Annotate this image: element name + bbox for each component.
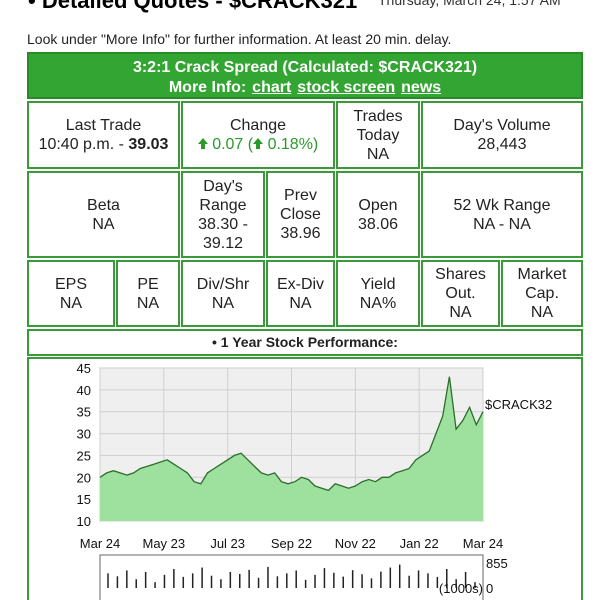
up-arrow [197, 138, 208, 149]
label: Beta [87, 196, 120, 214]
value: NA% [359, 294, 397, 312]
label: Last Trade [65, 117, 142, 134]
label: Change [229, 117, 287, 134]
y-tick-label: 30 [77, 427, 91, 442]
y-tick-label: 45 [77, 361, 91, 376]
x-tick-label: Mar 24 [80, 536, 120, 551]
y-tick-label: 35 [77, 405, 91, 420]
page-title: • Detailed Quotes - $CRACK321 [28, 0, 358, 13]
paren: ( [247, 136, 254, 153]
chart-box [27, 357, 583, 600]
price: 39.03 [128, 136, 169, 153]
series-label: $CRACK32 [485, 397, 552, 412]
value: NA [136, 294, 160, 312]
line [99, 376, 484, 492]
label: Prev Close [280, 187, 321, 223]
volume-box [99, 554, 484, 600]
volume-tick-label: 0 [486, 581, 493, 596]
cell: EPS NA [27, 260, 115, 327]
value: NA [366, 145, 390, 163]
value: NA [289, 294, 312, 312]
link[interactable]: chart [252, 79, 292, 96]
value: NA [211, 294, 235, 312]
cell: Beta NA [27, 171, 180, 258]
label: Div/Shr [196, 275, 250, 293]
value: NA - NA [473, 215, 531, 233]
cell: Open 38.06 [336, 171, 420, 258]
quote-header: 3:2:1 Crack Spread (Calculated: $CRACK32… [27, 52, 583, 99]
change: 0.07 [212, 136, 244, 153]
value: 28,443 [477, 136, 527, 153]
y-tick-label: 20 [77, 470, 91, 485]
more-info-label: More Info: [168, 79, 247, 96]
y-tick-label: 15 [77, 492, 91, 507]
label: Trades Today [353, 107, 403, 144]
area [100, 376, 483, 521]
value: NA [530, 304, 554, 321]
value: NA [59, 294, 83, 312]
label: Ex-Div [276, 275, 325, 293]
value: NA [92, 215, 115, 233]
label: Shares Out. [435, 266, 486, 302]
value: 0.07 ( 0.18%) [197, 135, 319, 154]
y-tick-label: 40 [77, 383, 91, 398]
cell: Market Cap. NA [501, 260, 583, 327]
time: 10:40 p.m. - [38, 136, 124, 153]
cell: Yield NA% [336, 260, 420, 327]
notice: Look under "More Info" for further infor… [27, 31, 452, 47]
performance-title: • 1 Year Stock Performance: [212, 334, 398, 350]
volume-tick-label: 855 [486, 556, 508, 571]
change-pct: 0.18%) [267, 136, 319, 153]
cell: Div/Shr NA [181, 260, 265, 327]
performance-title-cell: • 1 Year Stock Performance: [27, 329, 583, 356]
chart: 10 15 20 25 30 35 40 45 Mar 24 May 23 Jul 23 Sep 22… [77, 361, 552, 600]
cell: Prev Close 38.96 [266, 171, 335, 258]
value: 10:40 p.m. - 39.03 [39, 135, 169, 154]
cell: Last Trade 10:40 p.m. - 39.03 [27, 101, 180, 169]
up-arrow [253, 138, 264, 149]
date: Thursday, March 24, 1:57 AM [378, 0, 561, 8]
cell: Shares Out. NA [421, 260, 500, 327]
link[interactable]: stock screen [297, 79, 396, 96]
x-tick-label: Nov 22 [335, 536, 376, 551]
x-tick-label: May 23 [143, 536, 186, 551]
cell: Change 0.07 ( 0.18%) [181, 101, 335, 169]
label: Market Cap. [517, 266, 567, 302]
cell: 52 Wk Range NA - NA [421, 171, 583, 258]
x-tick-label: Jul 23 [210, 536, 245, 551]
value: 38.30 - 39.12 [198, 215, 248, 252]
volume-unit: (1000s) [439, 581, 483, 596]
cell: Trades Today NA [336, 101, 420, 169]
link[interactable]: news [401, 79, 442, 96]
label: EPS [54, 275, 87, 293]
cell: Day's Range 38.30 - 39.12 [181, 171, 265, 258]
value: NA [449, 304, 472, 321]
x-tick-label: Mar 24 [463, 536, 503, 551]
label: Yield [360, 275, 396, 293]
value: 38.96 [280, 225, 321, 242]
label: 52 Wk Range [453, 196, 551, 214]
cell: Ex-Div NA [266, 260, 335, 327]
y-tick-label: 10 [77, 514, 91, 529]
label: Day's Volume [453, 117, 551, 134]
label: Open [358, 196, 398, 214]
cell: PE NA [116, 260, 180, 327]
label: PE [137, 275, 159, 293]
y-tick-label: 25 [77, 448, 91, 463]
more-info: More Info: chart stock screen news [29, 78, 581, 98]
x-tick-label: Sep 22 [271, 536, 312, 551]
x-tick-label: Jan 22 [400, 536, 439, 551]
quote-title: 3:2:1 Crack Spread (Calculated: $CRACK32… [132, 59, 478, 76]
cell: Day's Volume 28,443 [421, 101, 583, 169]
value: 38.06 [357, 215, 399, 233]
label: Day's Range [199, 177, 247, 214]
